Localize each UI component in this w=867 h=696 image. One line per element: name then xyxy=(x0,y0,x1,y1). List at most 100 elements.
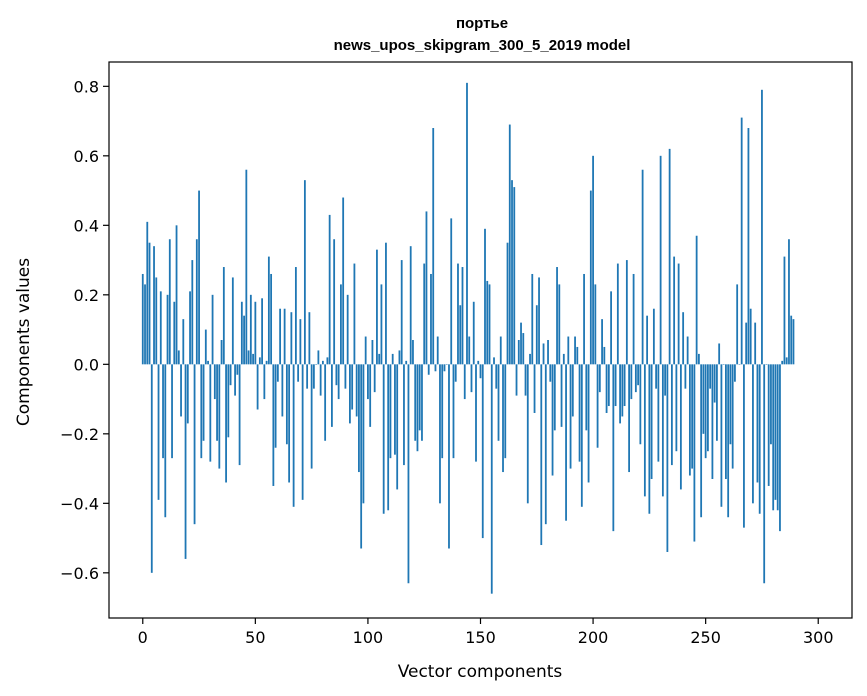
bar-70 xyxy=(299,319,302,365)
bar-285 xyxy=(783,256,786,365)
bar-183 xyxy=(553,364,556,431)
bar-222 xyxy=(641,169,644,365)
bar-110 xyxy=(389,364,392,459)
bar-284 xyxy=(781,360,784,365)
bar-244 xyxy=(691,364,694,469)
bar-171 xyxy=(526,364,529,504)
bar-161 xyxy=(504,364,507,459)
bar-143 xyxy=(463,364,466,400)
bar-268 xyxy=(745,322,748,365)
bar-48 xyxy=(249,294,252,365)
y-axis-ticks: −0.6 −0.4 −0.2 0.0 0.2 0.4 0.6 0.8 xyxy=(60,77,109,583)
bar-239 xyxy=(679,364,682,490)
bar-107 xyxy=(382,364,385,514)
bar-180 xyxy=(547,340,549,365)
bar-233 xyxy=(666,364,669,552)
bar-129 xyxy=(432,128,435,365)
bar-119 xyxy=(409,246,412,365)
bar-259 xyxy=(725,364,727,479)
bar-95 xyxy=(355,364,358,417)
bar-209 xyxy=(612,364,615,532)
bar-220 xyxy=(637,364,640,386)
bar-100 xyxy=(367,364,369,400)
bar-51 xyxy=(256,364,259,410)
bar-199 xyxy=(589,190,592,365)
bar-28 xyxy=(204,329,207,365)
bar-266 xyxy=(740,117,743,365)
bar-120 xyxy=(412,340,414,365)
bar-56 xyxy=(267,256,270,365)
bar-45 xyxy=(243,315,245,365)
bar-176 xyxy=(538,277,540,365)
bar-55 xyxy=(265,360,268,365)
bar-152 xyxy=(484,228,486,365)
bar-3 xyxy=(148,242,151,365)
bar-9 xyxy=(162,364,164,459)
bar-78 xyxy=(317,350,320,365)
bar-254 xyxy=(713,364,716,403)
y-tick-label: −0.4 xyxy=(60,494,99,513)
bar-237 xyxy=(675,364,678,452)
bar-242 xyxy=(686,336,689,365)
bar-169 xyxy=(522,333,525,365)
bar-93 xyxy=(351,364,354,410)
bar-187 xyxy=(562,353,565,365)
bar-249 xyxy=(702,364,705,434)
bar-63 xyxy=(283,308,286,365)
bar-281 xyxy=(774,364,777,500)
bar-115 xyxy=(400,260,403,365)
bar-71 xyxy=(301,364,304,500)
bar-135 xyxy=(445,364,448,365)
bar-224 xyxy=(646,315,649,365)
bar-38 xyxy=(227,364,230,438)
bar-179 xyxy=(544,364,547,525)
bar-20 xyxy=(186,364,189,424)
bar-227 xyxy=(652,308,655,365)
bar-194 xyxy=(578,364,581,462)
bar-97 xyxy=(360,364,363,549)
bar-74 xyxy=(308,312,311,365)
bar-280 xyxy=(772,364,775,511)
bar-85 xyxy=(333,239,336,365)
bar-125 xyxy=(423,263,426,365)
bar-142 xyxy=(461,267,464,365)
bars-group xyxy=(141,82,795,594)
bar-160 xyxy=(502,364,504,473)
bar-65 xyxy=(288,364,291,483)
bar-181 xyxy=(549,364,552,382)
bar-162 xyxy=(506,242,509,365)
bar-118 xyxy=(407,364,410,584)
bar-52 xyxy=(258,357,261,365)
bar-230 xyxy=(659,155,662,365)
bar-67 xyxy=(292,364,295,507)
bar-2 xyxy=(146,221,149,365)
bar-136 xyxy=(448,364,450,549)
bar-16 xyxy=(177,350,180,365)
bar-34 xyxy=(218,364,221,469)
bar-251 xyxy=(707,364,709,452)
bar-111 xyxy=(391,353,394,365)
bar-18 xyxy=(182,319,185,365)
bar-270 xyxy=(749,308,752,365)
x-tick-label: 150 xyxy=(465,628,496,647)
bar-116 xyxy=(403,364,405,466)
bar-113 xyxy=(396,364,399,490)
bar-37 xyxy=(225,364,227,483)
bar-60 xyxy=(276,364,279,382)
bar-232 xyxy=(664,364,667,396)
bar-7 xyxy=(157,364,160,500)
bar-248 xyxy=(700,364,703,518)
bar-54 xyxy=(263,364,266,400)
bar-159 xyxy=(499,336,502,365)
bar-46 xyxy=(245,169,248,365)
bar-82 xyxy=(326,357,329,365)
bar-283 xyxy=(779,364,781,532)
bar-21 xyxy=(189,291,191,365)
bar-146 xyxy=(470,364,473,393)
bar-76 xyxy=(312,364,315,389)
bar-256 xyxy=(718,343,721,365)
bar-88 xyxy=(340,284,342,365)
bar-89 xyxy=(342,197,345,365)
bar-191 xyxy=(571,364,574,417)
bar-253 xyxy=(711,364,714,479)
